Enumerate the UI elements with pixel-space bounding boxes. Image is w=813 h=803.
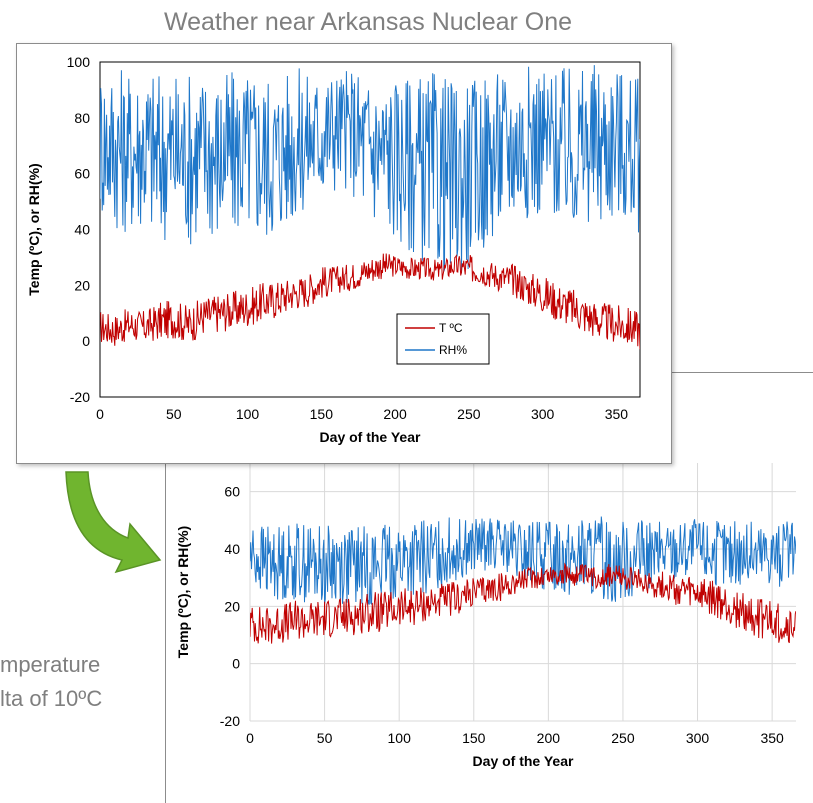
x-tick-label: 150 [462, 730, 486, 746]
x-tick-label: 300 [531, 406, 555, 422]
plot-frame [99, 61, 641, 398]
x-tick-label: 0 [246, 730, 254, 746]
bottom-chart: 0 50 100 150 200 250 300 350 -20 0 20 40 60 Day of th… [175, 463, 796, 769]
x-tick-label: 200 [383, 406, 407, 422]
top-chart-panel: 0 50 100 150 200 250 300 350 -20 0 20 40 60 80 100 Day … [16, 43, 672, 464]
y-tick-label: 20 [224, 598, 240, 614]
x-tick-label: 100 [388, 730, 412, 746]
x-tick-label: 50 [166, 406, 182, 422]
y-tick-label: 0 [232, 656, 240, 672]
x-axis-title: Day of the Year [320, 429, 421, 445]
y-tick-label: 60 [74, 166, 90, 182]
series-line-rh [250, 516, 796, 606]
x-tick-label: 0 [96, 406, 104, 422]
y-tick-label: 100 [67, 54, 91, 70]
curved-arrow-icon [65, 471, 162, 574]
y-tick-label: 40 [224, 541, 240, 557]
x-tick-label: 100 [236, 406, 260, 422]
y-tick-label: 0 [82, 333, 90, 349]
y-axis-title: Temp (ºC), or RH(%) [175, 526, 191, 658]
x-tick-label: 250 [457, 406, 481, 422]
y-axis-title: Temp (ºC), or RH(%) [26, 163, 42, 295]
legend-label-0: T ºC [439, 321, 463, 335]
slide-title: Weather near Arkansas Nuclear One [163, 8, 573, 36]
x-tick-label: 350 [760, 730, 784, 746]
y-tick-label: 60 [224, 484, 240, 500]
left-text-line-1: mperature [0, 652, 101, 677]
x-tick-label: 250 [611, 730, 635, 746]
x-axis-title: Day of the Year [473, 753, 574, 769]
x-tick-label: 350 [605, 406, 629, 422]
x-tick-label: 200 [537, 730, 561, 746]
series-line-temp [250, 562, 796, 644]
y-tick-label: 20 [74, 277, 90, 293]
x-tick-label: 150 [310, 406, 334, 422]
legend-box [396, 313, 490, 365]
left-text-line-2: lta of 10ºC [0, 686, 103, 711]
y-tick-label: -20 [220, 713, 240, 729]
series-line-temp [100, 253, 640, 350]
series-line-rh [100, 65, 640, 274]
x-tick-label: 300 [686, 730, 710, 746]
legend-label-1: RH% [439, 343, 467, 357]
top-chart: 0 50 100 150 200 250 300 350 -20 0 20 40 60 80 100 Day … [26, 54, 641, 445]
y-tick-label: 80 [74, 110, 90, 126]
y-tick-label: 40 [74, 222, 90, 238]
y-tick-label: -20 [70, 389, 90, 405]
x-tick-label: 50 [317, 730, 333, 746]
